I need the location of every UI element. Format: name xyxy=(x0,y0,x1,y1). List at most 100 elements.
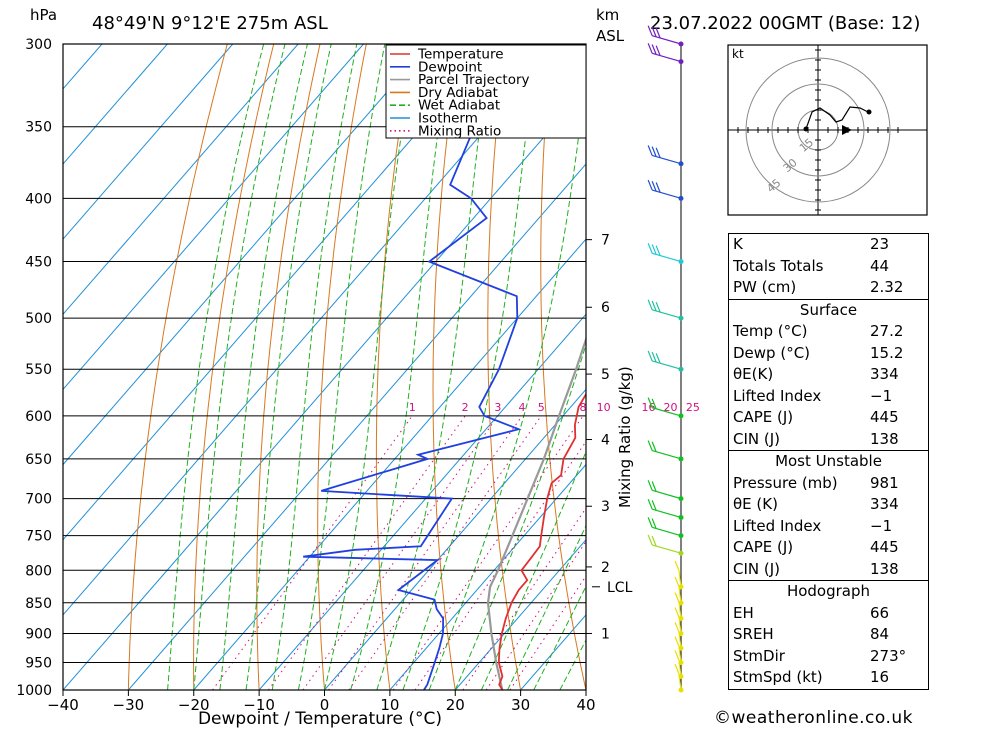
wind-barb-feather xyxy=(651,26,657,38)
mu-li-value: −1 xyxy=(870,516,893,535)
wind-barb-shaft xyxy=(678,602,682,619)
wind-barb-feather xyxy=(651,481,657,492)
temperature-line xyxy=(497,391,586,690)
mixing-ratio-label: 1 xyxy=(409,401,416,414)
surface-temp-row: Temp (°C) 27.2 xyxy=(729,321,928,343)
hodograph-title: Hodograph xyxy=(786,582,871,600)
asl-label: ASL xyxy=(596,27,625,45)
most-unstable-title: Most Unstable xyxy=(775,452,882,470)
wet-adiabat-line xyxy=(271,44,358,690)
x-tick-label: 30 xyxy=(511,696,530,714)
plot-frame xyxy=(62,43,587,691)
surface-dewp-label: Dewp (°C) xyxy=(733,343,811,362)
pressure-tick-label: 650 xyxy=(25,452,52,468)
hpa-unit-label: hPa xyxy=(30,6,57,24)
legend-label: Wet Adiabat xyxy=(418,98,500,114)
mixing-ratio-line xyxy=(267,415,466,690)
mu-thetae-row: θE (K) 334 xyxy=(729,494,928,516)
surface-dewp-row: Dewp (°C) 15.2 xyxy=(729,343,928,365)
hodograph-block: Hodograph EH 66 SREH 84 StmDir 273° StmSpd … xyxy=(729,580,928,689)
wet-adiabat-line xyxy=(507,524,586,690)
hodograph-unit: kt xyxy=(732,47,744,61)
surface-cin-value: 138 xyxy=(870,429,899,448)
x-tick-label: 0 xyxy=(320,696,330,714)
dry-adiabat-line xyxy=(487,44,522,690)
location-title: 48°49'N 9°12'E 275m ASL xyxy=(92,13,328,34)
wind-barb-shaft xyxy=(652,508,682,519)
x-axis-title: Dewpoint / Temperature (°C) xyxy=(198,709,442,729)
wind-barb-feather xyxy=(674,650,680,661)
mixing-ratio-label: 10 xyxy=(597,401,611,414)
storm-motion-marker xyxy=(842,125,852,135)
dry-adiabat-line xyxy=(193,44,275,690)
wind-barb-feather xyxy=(647,43,653,54)
legend-label: Parcel Trajectory xyxy=(418,72,530,88)
mixing-ratio-line xyxy=(414,440,586,690)
x-tick-label: −30 xyxy=(113,696,145,714)
wind-barb-feather xyxy=(647,350,653,362)
eh-label: EH xyxy=(733,603,754,622)
mu-pressure-value: 981 xyxy=(870,473,899,492)
pressure-tick-label: 550 xyxy=(25,362,52,378)
sreh-value: 84 xyxy=(870,625,890,643)
mixing-ratio-line xyxy=(348,415,542,690)
surface-temp-label: Temp (°C) xyxy=(733,322,808,340)
stmspd-value: 16 xyxy=(870,668,890,686)
km-tick-label: 1 xyxy=(601,626,610,642)
mu-cape-value: 445 xyxy=(870,538,899,556)
pressure-tick-label: 850 xyxy=(25,596,52,612)
km-tick-label: 7 xyxy=(601,233,610,249)
wind-barb-shaft xyxy=(652,252,682,263)
wet-adiabat-line xyxy=(533,585,586,690)
pw-label: PW (cm) xyxy=(733,278,797,296)
wind-barb-shaft xyxy=(652,189,682,199)
wind-barb-shaft xyxy=(652,52,682,63)
stmdir-label: StmDir xyxy=(733,646,785,665)
x-axis: −40 −30 −20 −10 0 10 20 30 40 xyxy=(47,690,596,714)
stmspd-row: StmSpd (kt) 16 xyxy=(729,667,928,689)
stmdir-value: 273° xyxy=(870,646,907,665)
wind-barb-feather xyxy=(651,441,657,452)
surface-title: Surface xyxy=(799,300,858,319)
mixing-ratio-line xyxy=(509,575,586,690)
wind-barb-feather xyxy=(655,147,661,159)
wind-barb-feather xyxy=(655,27,661,39)
wind-barb-feather xyxy=(674,622,680,633)
wind-barb-feather xyxy=(647,440,653,451)
eh-row: EH 66 xyxy=(729,603,928,625)
wind-barb-shaft xyxy=(652,309,682,319)
mu-cin-row: CIN (J) 138 xyxy=(729,559,928,581)
hodograph-end-point xyxy=(866,109,872,115)
km-unit-label: km xyxy=(596,6,619,24)
wind-barb-shaft xyxy=(678,570,682,587)
mixing-ratio-line xyxy=(302,415,499,690)
lcl-label: LCL xyxy=(607,580,633,596)
sreh-row: SREH 84 xyxy=(729,624,928,646)
wind-barb-shaft xyxy=(652,407,682,417)
isotherm-line xyxy=(63,88,586,690)
isotherm-line xyxy=(389,463,586,690)
mixing-ratio-label: 3 xyxy=(494,401,501,414)
isotherm-line xyxy=(258,313,586,690)
totals-row: Totals Totals 44 xyxy=(729,256,928,278)
wind-barb-feather xyxy=(655,301,661,313)
hodograph-ring xyxy=(745,57,891,203)
wind-barb-feather xyxy=(651,518,657,529)
credit-link[interactable]: ©weatheronline.co.uk xyxy=(714,708,914,728)
wind-barb-feather xyxy=(674,636,680,647)
eh-value: 66 xyxy=(870,603,890,622)
wind-barb-shaft xyxy=(678,586,682,603)
km-tick-label: 5 xyxy=(601,367,610,383)
surface-thetae-label: θE(K) xyxy=(733,365,774,383)
totals-label: Totals Totals xyxy=(733,256,824,275)
surface-cape-row: CAPE (J) 445 xyxy=(729,407,928,429)
wind-barb-feather xyxy=(674,560,680,572)
x-tick-label: 10 xyxy=(380,696,399,714)
surface-block: Surface Temp (°C) 27.2 Dewp (°C) 15.2 θE(K… xyxy=(729,298,928,451)
wind-barb-shaft xyxy=(652,449,682,460)
isotherm-line xyxy=(324,388,586,690)
isotherm-line xyxy=(63,44,364,391)
surface-cin-row: CIN (J) 138 xyxy=(729,429,928,451)
pressure-tick-label: 750 xyxy=(25,529,52,545)
